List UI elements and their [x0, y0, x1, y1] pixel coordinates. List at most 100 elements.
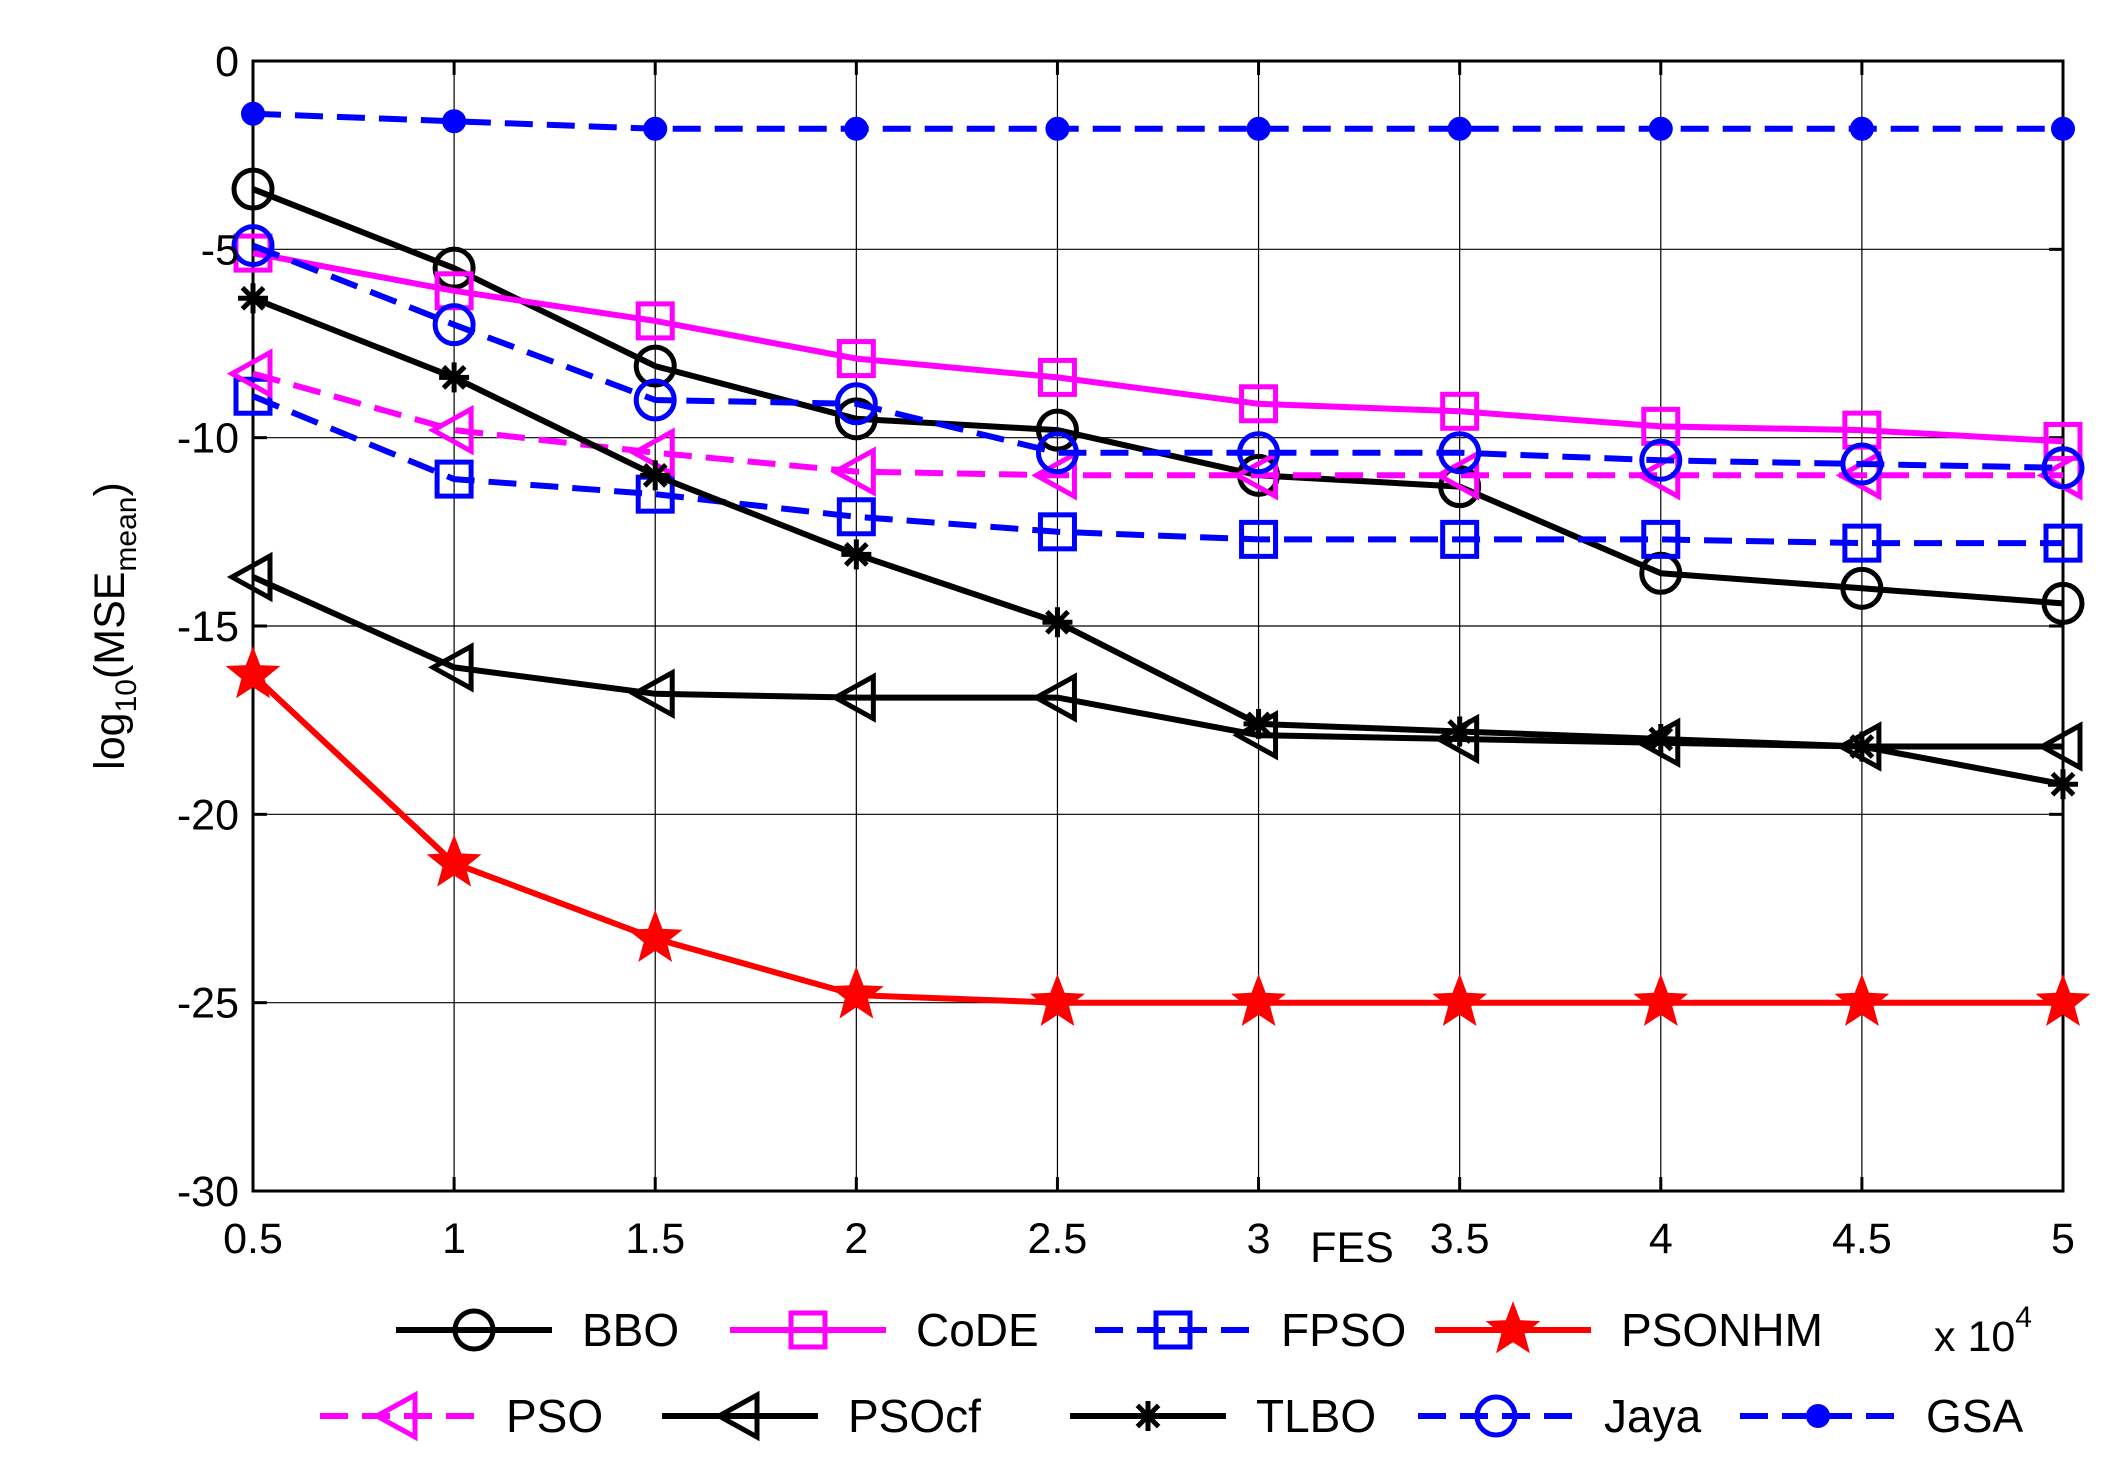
data-point-fpso	[2043, 523, 2083, 563]
series-line-pso	[252, 370, 2063, 479]
data-point-pso	[1634, 450, 1681, 501]
data-point-jaya	[1237, 431, 1281, 475]
y-axis-title-sub: 10	[110, 679, 143, 712]
data-point-pso	[427, 404, 474, 456]
data-point-fpso	[836, 497, 876, 537]
asterisk-stroke	[642, 462, 668, 488]
data-point-gsa	[1447, 116, 1472, 141]
data-point-psocf	[629, 668, 675, 720]
legend-item-code: CoDE	[730, 1304, 1039, 1356]
data-point-bbo	[1840, 566, 1884, 610]
series-tlbo	[238, 283, 2078, 800]
y-tick-label: -5	[201, 226, 239, 274]
legend-marker-jaya	[1474, 1394, 1518, 1438]
data-point-tlbo	[1846, 731, 1877, 762]
data-point-psonhm	[1030, 973, 1085, 1026]
data-point-psocf	[226, 551, 273, 603]
legend-label-psonhm: PSONHM	[1621, 1304, 1823, 1356]
x-tick-label: 1	[442, 1215, 466, 1263]
series-code	[233, 233, 2083, 461]
data-point-fpso	[1239, 519, 1279, 559]
x-axis-title: FES	[1310, 1224, 1394, 1272]
series-line-psonhm	[250, 672, 2063, 1006]
data-point-gsa	[241, 101, 265, 126]
y-tick-label: -25	[177, 980, 239, 1028]
data-point-bbo	[231, 167, 275, 211]
y-axis-title-open: (MSE	[86, 572, 134, 680]
x-multiplier-base: x 10	[1934, 1313, 2015, 1361]
legend-item-bbo: BBO	[396, 1304, 679, 1356]
x-tick-label: 5	[2051, 1215, 2075, 1263]
legend-marker-code	[788, 1310, 828, 1350]
data-point-gsa	[643, 116, 668, 141]
y-axis-title-log: log	[86, 712, 134, 769]
x-axis-multiplier: x 104	[1934, 1301, 2032, 1361]
x-tick-label: 4.5	[1832, 1215, 1892, 1263]
data-point-psonhm	[426, 834, 482, 887]
legend-item-psonhm: PSONHM	[1435, 1301, 1823, 1356]
series-jaya	[231, 224, 2085, 490]
data-point-code	[1037, 357, 1077, 397]
series-gsa	[241, 101, 2075, 141]
series-line-code	[252, 250, 2064, 445]
legend-item-jaya: Jaya	[1418, 1390, 1702, 1442]
y-tick-label: -20	[177, 791, 239, 839]
data-point-code	[836, 339, 876, 379]
y-tick-labels: 0 -5 -10 -15 -20 -25 -30	[177, 38, 239, 1216]
data-point-jaya	[1639, 438, 1683, 482]
series-group	[225, 101, 2091, 1026]
data-point-psonhm	[1231, 973, 1286, 1026]
data-point-gsa	[1246, 116, 1271, 141]
legend-marker-psonhm	[1485, 1301, 1541, 1354]
x-tick-label: 0.5	[223, 1215, 283, 1263]
data-point-jaya	[633, 378, 677, 422]
x-tick-label: 3	[1247, 1215, 1271, 1263]
data-point-tlbo	[1243, 708, 1274, 739]
series-line-jaya	[251, 242, 2064, 471]
data-point-gsa	[1648, 116, 1673, 141]
asterisk-stroke	[1045, 609, 1070, 635]
y-axis-title-sub2: mean	[110, 497, 143, 572]
legend-label-code: CoDE	[916, 1304, 1039, 1356]
series-line-fpso	[251, 393, 2063, 547]
x-multiplier-exp: 4	[2015, 1301, 2032, 1334]
data-point-pso	[830, 446, 876, 497]
data-point-gsa	[844, 116, 869, 141]
data-point-gsa	[442, 109, 467, 134]
data-point-psocf	[427, 642, 474, 693]
data-point-bbo	[1035, 408, 1079, 452]
asterisk-stroke	[843, 542, 869, 567]
asterisk-stroke	[1849, 734, 1875, 759]
data-point-jaya	[1438, 431, 1482, 475]
data-point-psocf	[1031, 672, 1077, 723]
data-point-code	[1239, 384, 1279, 424]
data-point-psonhm	[2035, 973, 2091, 1026]
data-point-code	[2043, 421, 2083, 461]
x-tick-label: 1.5	[625, 1215, 685, 1263]
data-point-pso	[1433, 450, 1480, 501]
data-point-bbo	[432, 246, 476, 290]
asterisk-stroke	[1135, 1403, 1161, 1429]
data-point-pso	[1232, 450, 1279, 501]
legend-label-tlbo: TLBO	[1256, 1390, 1376, 1442]
data-point-psonhm	[225, 646, 281, 699]
data-point-tlbo	[640, 460, 671, 491]
data-point-tlbo	[841, 539, 872, 570]
y-axis-title-close: )	[86, 482, 134, 496]
data-point-fpso	[1440, 519, 1480, 559]
data-point-bbo	[2041, 581, 2085, 625]
data-point-psonhm	[1432, 973, 1488, 1026]
y-axis-title: log10(MSEmean)	[86, 482, 143, 770]
series-line-gsa	[252, 110, 2063, 132]
data-point-pso	[226, 348, 273, 399]
legend-label-pso: PSO	[506, 1390, 603, 1442]
data-point-psonhm	[1633, 973, 1689, 1026]
legend-label-gsa: GSA	[1926, 1390, 2023, 1442]
asterisk-stroke	[1447, 719, 1473, 744]
data-point-tlbo	[1444, 716, 1475, 747]
data-point-jaya	[231, 224, 275, 268]
x-tick-label: 2	[844, 1215, 868, 1263]
data-point-jaya	[1035, 431, 1079, 475]
legend-marker-fpso	[1153, 1310, 1193, 1350]
